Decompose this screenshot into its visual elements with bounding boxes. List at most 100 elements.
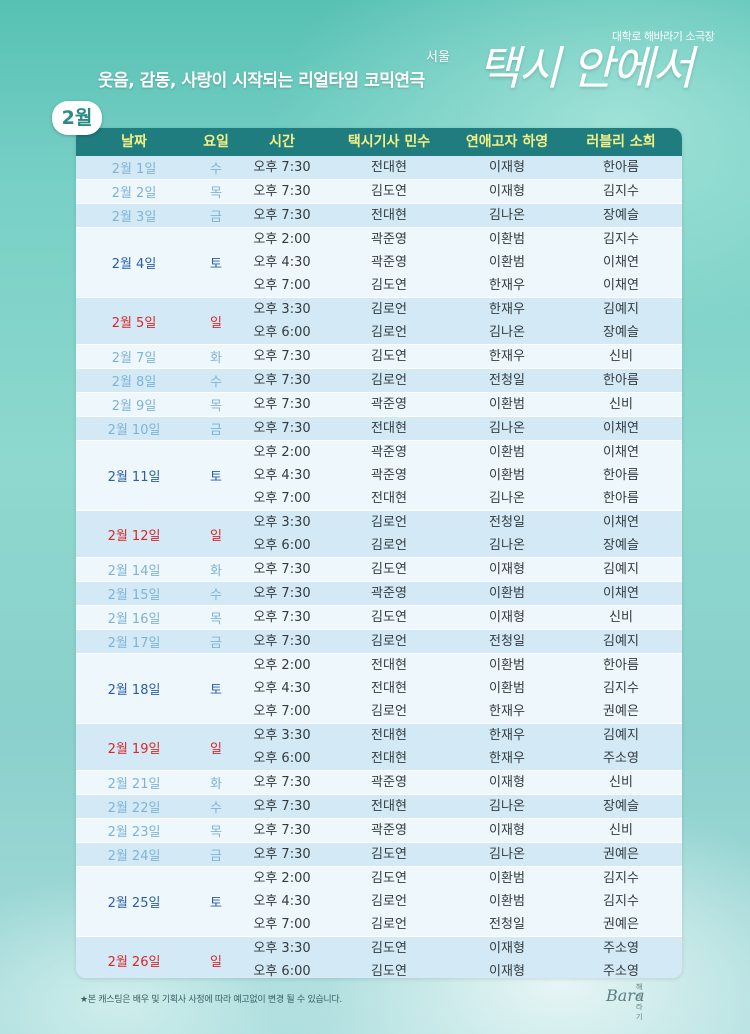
hayoung-cast-cell: 김나온	[489, 208, 525, 223]
hayoung-cast-cell: 김나온	[489, 421, 525, 436]
minsu-cast-cell: 전대현	[371, 160, 407, 175]
minsu-cast-cell: 전대현	[371, 658, 407, 673]
time-cell-stack: 오후 7:30	[240, 582, 324, 605]
time-cell: 오후 7:30	[253, 562, 311, 577]
time-cell: 오후 2:00	[253, 232, 311, 247]
minsu-cast-cell-stack: 곽준영	[324, 771, 454, 794]
day-cell: 금	[210, 636, 222, 651]
time-cell-stack: 오후 7:30	[240, 180, 324, 203]
minsu-cast-cell: 전대현	[371, 421, 407, 436]
sohee-cast-cell: 신비	[609, 397, 633, 412]
table-row: 2월 9일 목 오후 7:30 곽준영 이환범 신비	[76, 393, 682, 417]
date-cell: 2월 2일	[111, 186, 157, 201]
hayoung-cast-cell: 이재형	[489, 823, 525, 838]
bara-logo: 해바라기 Bara	[606, 983, 645, 1021]
time-cell: 오후 7:00	[253, 278, 311, 293]
hayoung-cast-cell-stack: 이환범	[454, 393, 560, 416]
hayoung-cast-cell-stack: 이재형	[454, 606, 560, 629]
hayoung-cast-cell-stack: 이환범	[454, 582, 560, 605]
day-cell: 목	[210, 399, 222, 414]
date-cell: 2월 14일	[107, 564, 161, 579]
day-cell: 토	[210, 896, 222, 911]
sohee-cast-cell: 권예은	[603, 704, 639, 719]
bara-logo-text: Bara	[606, 986, 645, 1005]
time-cell: 오후 7:30	[253, 349, 311, 364]
minsu-cast-cell-stack: 김도연 김도연	[324, 937, 454, 978]
date-cell: 2월 17일	[107, 636, 161, 651]
sohee-cast-cell: 김예지	[603, 728, 639, 743]
sohee-cast-cell-stack: 김지수 김지수 권예은	[560, 867, 682, 936]
sohee-cast-cell-stack: 장예슬	[560, 204, 682, 227]
hayoung-cast-cell-stack: 이재형	[454, 156, 560, 179]
hayoung-cast-cell: 이환범	[489, 658, 525, 673]
time-cell: 오후 7:30	[253, 586, 311, 601]
minsu-cast-cell-stack: 전대현 전대현	[324, 724, 454, 770]
table-row: 2월 12일 일 오후 3:30 오후 6:00 김로언 김로언 전청일 김나온 이채연 장예슬	[76, 511, 682, 558]
time-cell: 오후 7:30	[253, 160, 311, 175]
hayoung-cast-cell: 이환범	[489, 232, 525, 247]
time-cell: 오후 7:30	[253, 421, 311, 436]
time-cell: 오후 2:00	[253, 871, 311, 886]
header-role-sohee: 러블리 소희	[586, 134, 656, 150]
hayoung-cast-cell: 이재형	[489, 610, 525, 625]
time-cell: 오후 6:00	[253, 751, 311, 766]
minsu-cast-cell: 곽준영	[371, 445, 407, 460]
sohee-cast-cell-stack: 이채연 장예슬	[560, 511, 682, 557]
time-cell: 오후 2:00	[253, 445, 311, 460]
table-row: 2월 24일 금 오후 7:30 김도연 김나온 권예은	[76, 843, 682, 867]
hayoung-cast-cell: 이환범	[489, 681, 525, 696]
minsu-cast-cell-stack: 전대현 전대현 김로언	[324, 654, 454, 723]
minsu-cast-cell: 김도연	[371, 349, 407, 364]
day-cell: 목	[210, 612, 222, 627]
day-cell: 일	[210, 741, 222, 757]
minsu-cast-cell: 김로언	[371, 325, 407, 340]
time-cell-stack: 오후 7:30	[240, 345, 324, 368]
sohee-cast-cell-stack: 이채연	[560, 417, 682, 440]
sohee-cast-cell-stack: 이채연	[560, 582, 682, 605]
minsu-cast-cell-stack: 김도연	[324, 606, 454, 629]
date-cell: 2월 25일	[107, 896, 161, 911]
hayoung-cast-cell: 전청일	[489, 515, 525, 530]
hayoung-cast-cell: 전청일	[489, 917, 525, 932]
hayoung-cast-cell-stack: 한재우 한재우	[454, 724, 560, 770]
minsu-cast-cell: 전대현	[371, 491, 407, 506]
date-cell: 2월 16일	[107, 612, 161, 627]
minsu-cast-cell-stack: 곽준영	[324, 819, 454, 842]
minsu-cast-cell: 김도연	[371, 941, 407, 956]
minsu-cast-cell: 김도연	[371, 610, 407, 625]
month-badge: 2월	[52, 101, 102, 135]
hayoung-cast-cell-stack: 이재형	[454, 819, 560, 842]
sohee-cast-cell: 신비	[609, 349, 633, 364]
hayoung-cast-cell: 이재형	[489, 184, 525, 199]
hayoung-cast-cell: 한재우	[489, 278, 525, 293]
sohee-cast-cell-stack: 신비	[560, 393, 682, 416]
date-cell: 2월 23일	[107, 825, 161, 840]
theater-name: 대학로 해바라기 소극장	[612, 30, 715, 43]
table-row: 2월 22일 수 오후 7:30 전대현 김나온 장예슬	[76, 795, 682, 819]
time-cell: 오후 7:00	[253, 491, 311, 506]
table-row: 2월 26일 일 오후 3:30 오후 6:00 김도연 김도연 이재형 이재형 주소영 주소영	[76, 937, 682, 978]
sohee-cast-cell-stack: 한아름 김지수 권예은	[560, 654, 682, 723]
time-cell-stack: 오후 7:30	[240, 558, 324, 581]
sohee-cast-cell-stack: 김예지	[560, 630, 682, 653]
minsu-cast-cell-stack: 곽준영	[324, 582, 454, 605]
time-cell-stack: 오후 7:30	[240, 771, 324, 794]
header-role-hayoung: 연애고자 하영	[465, 134, 549, 150]
table-row: 2월 23일 목 오후 7:30 곽준영 이재형 신비	[76, 819, 682, 843]
minsu-cast-cell: 김로언	[371, 373, 407, 388]
day-cell: 금	[210, 423, 222, 438]
time-cell: 오후 3:30	[253, 302, 311, 317]
table-row: 2월 21일 화 오후 7:30 곽준영 이재형 신비	[76, 771, 682, 795]
day-cell: 화	[210, 351, 222, 366]
header-role-minsu: 택시기사 민수	[347, 134, 431, 150]
schedule-table: 날짜 요일 시간 택시기사 민수 연애고자 하영 러블리 소희 2월 1일 수 오후…	[76, 128, 682, 978]
time-cell: 오후 7:30	[253, 373, 311, 388]
date-cell: 2월 8일	[111, 375, 157, 390]
header-date: 날짜	[121, 134, 147, 150]
table-row: 2월 15일 수 오후 7:30 곽준영 이환범 이채연	[76, 582, 682, 606]
hayoung-cast-cell: 전청일	[489, 373, 525, 388]
time-cell: 오후 3:30	[253, 728, 311, 743]
bara-logo-sub: 해바라기	[636, 983, 643, 1021]
date-cell: 2월 9일	[111, 399, 157, 414]
time-cell-stack: 오후 7:30	[240, 843, 324, 866]
